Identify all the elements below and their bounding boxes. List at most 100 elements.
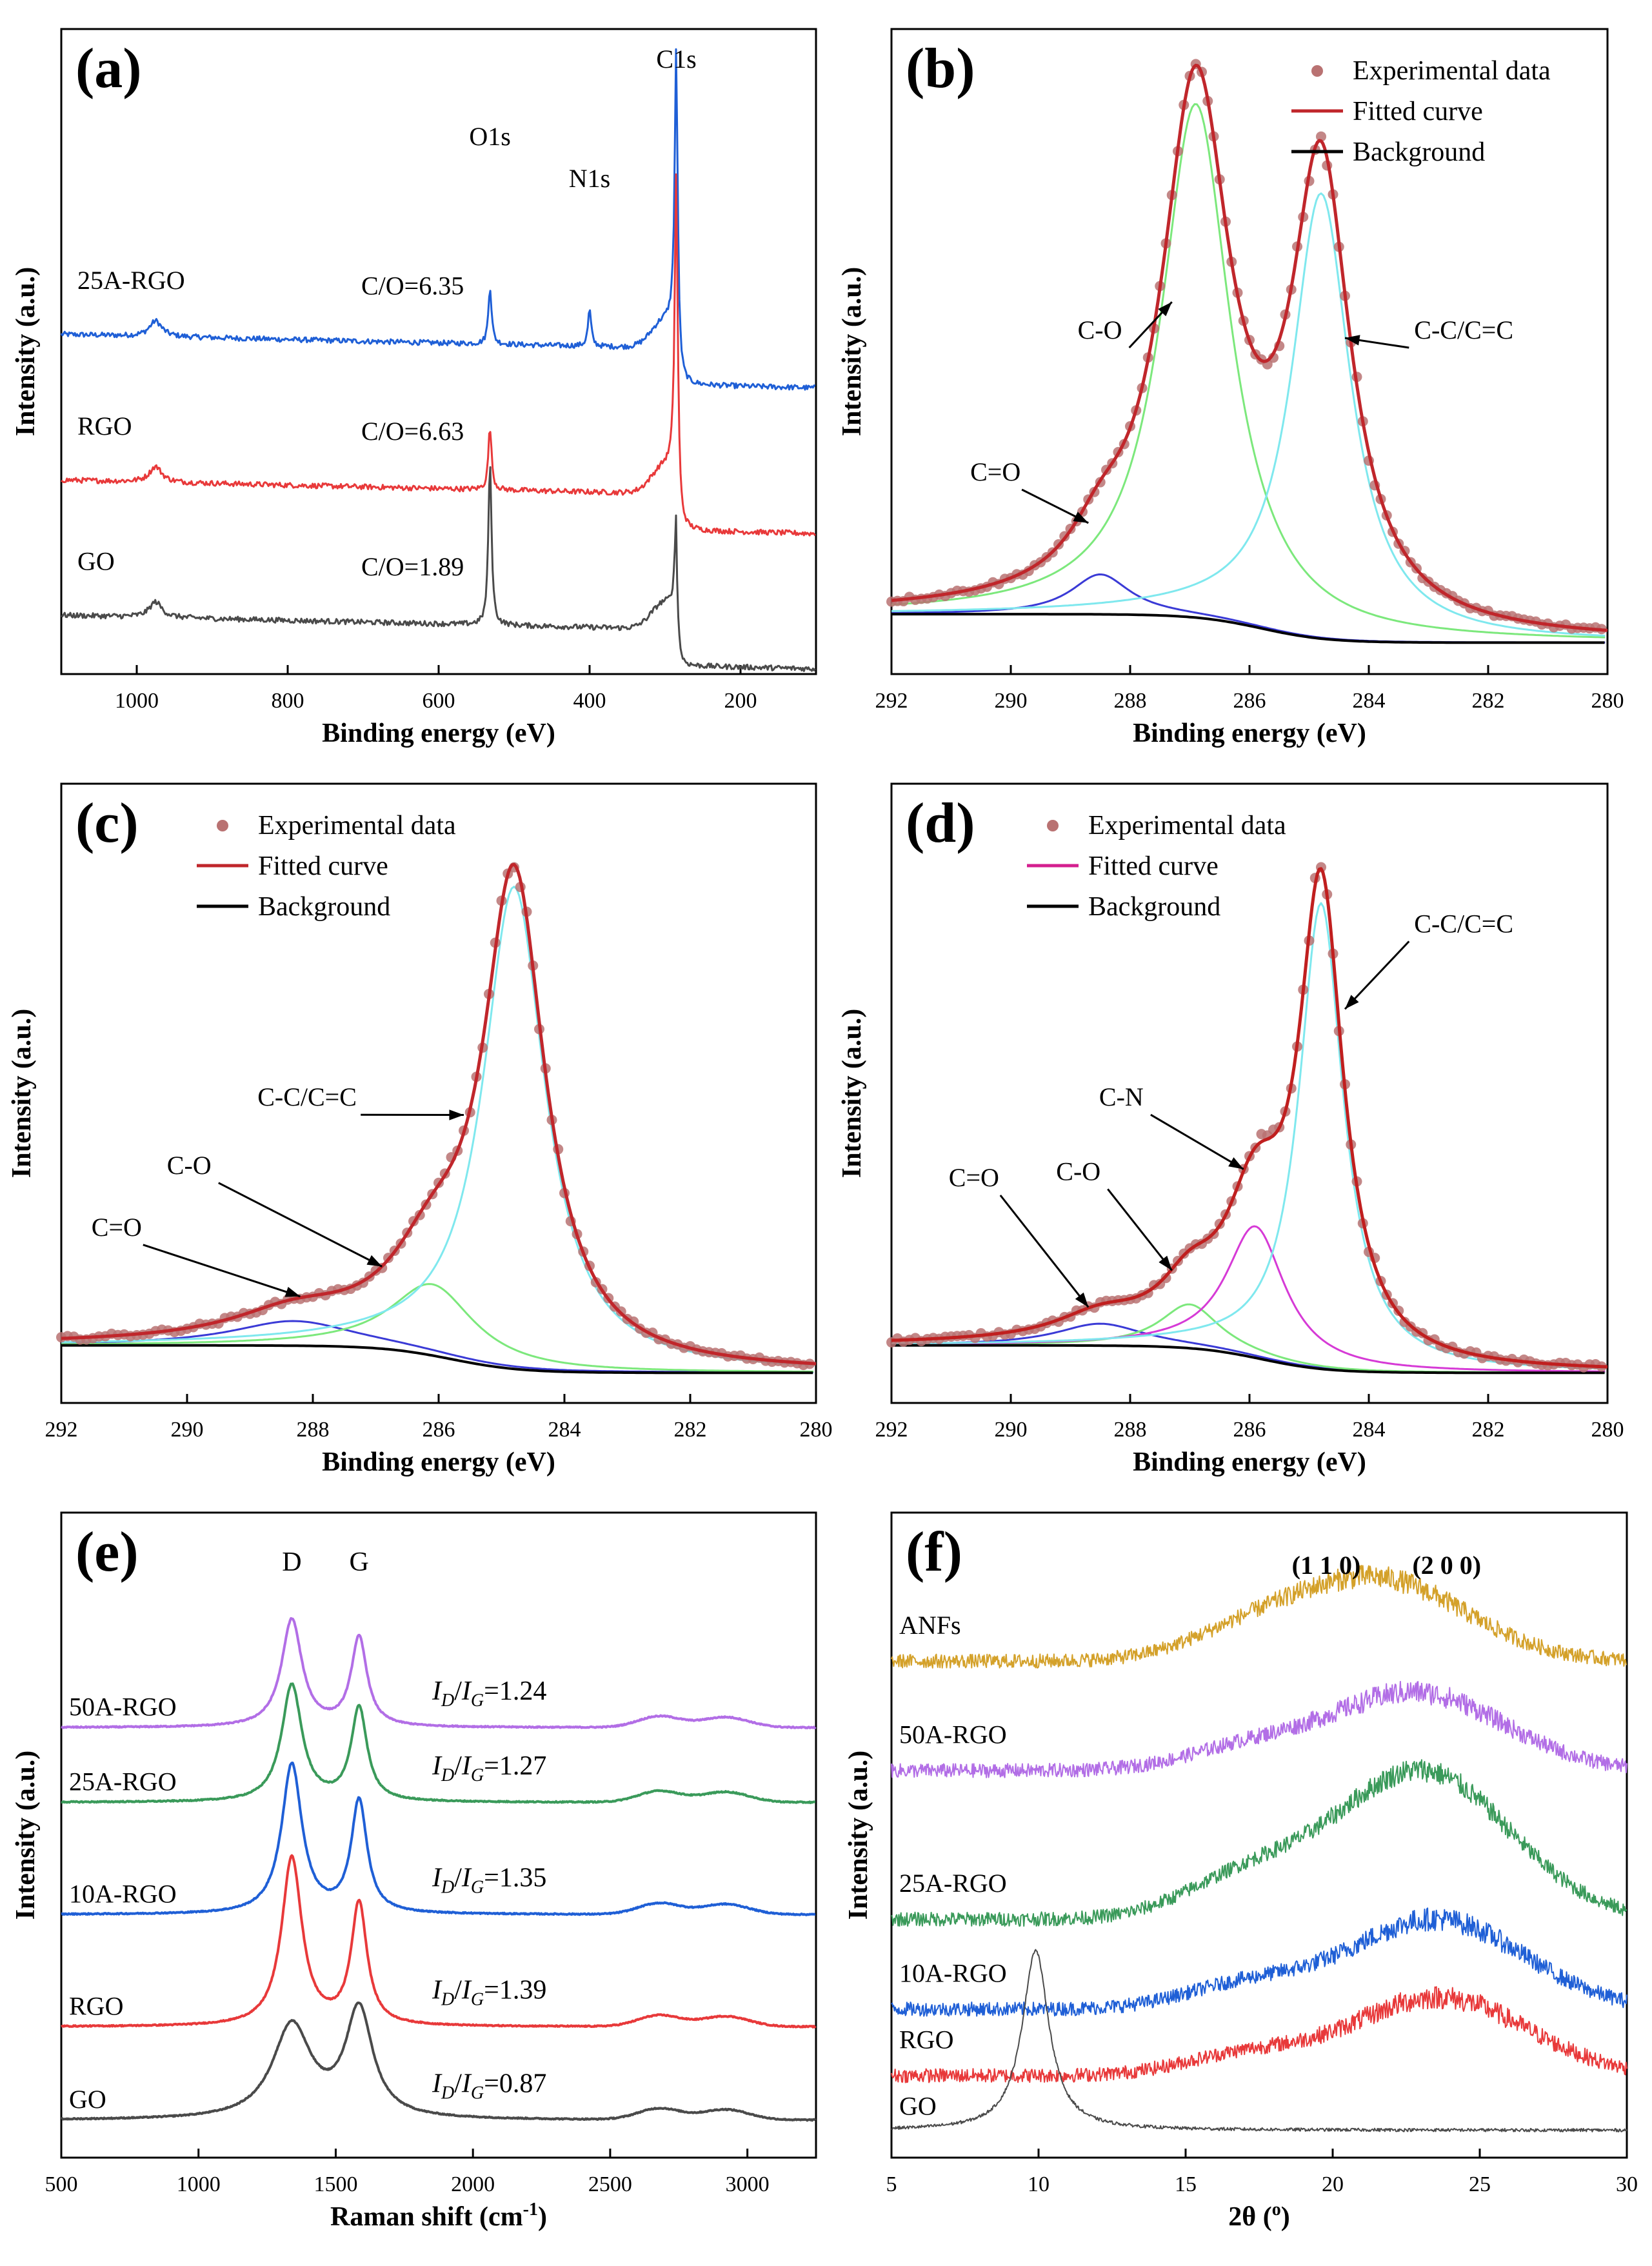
series-label-50A-RGO: 50A-RGO bbox=[899, 1720, 1007, 1749]
component-C-N-d bbox=[891, 1225, 1606, 1373]
x-tick-label-d: 284 bbox=[1353, 1418, 1386, 1442]
background-curve-d bbox=[891, 1344, 1605, 1375]
plot-frame-c bbox=[60, 782, 817, 1404]
annotation-C-O-c: C-O bbox=[167, 1151, 212, 1180]
experimental-points-c bbox=[56, 862, 815, 1371]
band-label-G: G bbox=[349, 1547, 368, 1577]
series-label-25A-RGO: 25A-RGO bbox=[77, 266, 185, 295]
experimental-points-d bbox=[886, 862, 1607, 1373]
background-curve-b bbox=[891, 613, 1605, 644]
panel-label-b: (b) bbox=[906, 37, 975, 100]
x-tick-label-c: 280 bbox=[800, 1418, 833, 1442]
x-tick-label-a: 800 bbox=[272, 689, 304, 713]
legend-label-b: Background bbox=[1353, 137, 1485, 167]
peak-label-N1s: N1s bbox=[569, 164, 610, 193]
plane-label-(1 1 0): (1 1 0) bbox=[1292, 1551, 1361, 1580]
legend-label-d: Experimental data bbox=[1088, 811, 1286, 840]
plane-label-(2 0 0): (2 0 0) bbox=[1412, 1551, 1481, 1580]
annotation-arrow-c bbox=[143, 1244, 301, 1298]
annotation-arrowhead-c bbox=[284, 1287, 301, 1297]
x-axis-label-c: Binding energy (eV) bbox=[322, 1447, 555, 1477]
legend-marker-points bbox=[1311, 65, 1323, 77]
x-axis-label-e: Raman shift (cm-1) bbox=[330, 2200, 547, 2232]
panel-label-d: (d) bbox=[906, 792, 975, 855]
x-tick-label-c: 290 bbox=[171, 1418, 204, 1442]
series-label-50A-RGO: 50A-RGO bbox=[69, 1692, 177, 1721]
x-tick-label-b: 282 bbox=[1472, 689, 1505, 713]
x-tick-label-d: 280 bbox=[1591, 1418, 1624, 1442]
panel-label-c: (c) bbox=[75, 792, 139, 855]
x-tick-label-b: 290 bbox=[995, 689, 1028, 713]
band-label-D: D bbox=[282, 1547, 301, 1577]
legend-label-c: Fitted curve bbox=[258, 851, 388, 881]
y-axis-label-e: Intensity (a.u.) bbox=[11, 1751, 41, 1920]
x-tick-label-f: 10 bbox=[1028, 2172, 1050, 2196]
series-line-ANFs bbox=[891, 1565, 1627, 1669]
series-label-GO: GO bbox=[69, 2085, 106, 2114]
annotation-arrow-d bbox=[1150, 1113, 1244, 1170]
x-tick-label-b: 288 bbox=[1114, 689, 1147, 713]
x-axis-label-b: Binding energy (eV) bbox=[1133, 719, 1366, 748]
ratio-label-RGO: C/O=6.63 bbox=[361, 417, 464, 446]
annotation-arrowhead-c bbox=[366, 1255, 383, 1267]
series-line-10A-RGO bbox=[891, 1907, 1627, 2017]
x-tick-label-c: 284 bbox=[548, 1418, 581, 1442]
series-line-50A-RGO bbox=[61, 1617, 817, 1729]
legend-label-d: Background bbox=[1088, 892, 1220, 922]
x-tick-label-f: 30 bbox=[1616, 2172, 1638, 2196]
annotation-C-N-d: C-N bbox=[1099, 1082, 1144, 1111]
series-label-GO: GO bbox=[899, 2091, 937, 2120]
series-line-RGO bbox=[61, 1854, 817, 2029]
y-axis-label-a: Intensity (a.u.) bbox=[11, 267, 41, 437]
series-line-GO bbox=[60, 2002, 817, 2122]
plot-frame-b bbox=[890, 28, 1609, 675]
panel-label-f: (f) bbox=[906, 1521, 962, 1584]
series-line-GO bbox=[61, 466, 817, 672]
annotation-C-C/C=C-b: C-C/C=C bbox=[1414, 315, 1513, 344]
series-label-GO: GO bbox=[77, 547, 115, 576]
annotation-C-O-d: C-O bbox=[1056, 1157, 1100, 1186]
series-line-25A-RGO bbox=[61, 1682, 816, 1804]
x-tick-label-f: 15 bbox=[1175, 2172, 1197, 2196]
y-axis-label-c: Intensity (a.u.) bbox=[7, 1009, 37, 1178]
annotation-arrowhead-b bbox=[1073, 512, 1089, 523]
y-axis-label-b: Intensity (a.u.) bbox=[837, 267, 867, 437]
annotation-C-C/C=C-c: C-C/C=C bbox=[257, 1082, 357, 1111]
series-label-10A-RGO: 10A-RGO bbox=[69, 1879, 177, 1908]
plot-frame-d bbox=[890, 782, 1609, 1404]
panel-label-e: (e) bbox=[75, 1521, 139, 1584]
x-axis-label-a: Binding energy (eV) bbox=[322, 719, 555, 748]
x-tick-label-e: 500 bbox=[45, 2172, 78, 2196]
x-tick-label-a: 400 bbox=[573, 689, 606, 713]
experimental-points-b bbox=[886, 59, 1607, 635]
peak-label-O1s: O1s bbox=[469, 122, 510, 151]
x-axis-label-d: Binding energy (eV) bbox=[1133, 1447, 1366, 1477]
x-tick-label-b: 292 bbox=[875, 689, 908, 713]
annotation-arrowhead-b bbox=[1158, 302, 1172, 317]
x-tick-label-c: 286 bbox=[423, 1418, 455, 1442]
annotation-C=O-d: C=O bbox=[949, 1163, 999, 1192]
background-curve-c bbox=[61, 1344, 813, 1375]
series-line-25A-RGO bbox=[891, 1759, 1627, 1927]
annotation-arrowhead-d bbox=[1159, 1255, 1172, 1271]
legend-label-c: Background bbox=[258, 892, 390, 922]
x-tick-label-c: 288 bbox=[297, 1418, 330, 1442]
legend-label-c: Experimental data bbox=[258, 811, 456, 840]
plot-frame-e bbox=[60, 1511, 817, 2159]
component-C-C/C=C-b bbox=[891, 192, 1606, 637]
series-label-10A-RGO: 10A-RGO bbox=[899, 1958, 1007, 1987]
series-line-10A-RGO bbox=[61, 1762, 816, 1916]
y-axis-label-f: Intensity (a.u.) bbox=[844, 1751, 873, 1920]
series-label-RGO: RGO bbox=[899, 2025, 953, 2054]
component-C-O-b bbox=[891, 103, 1606, 639]
id-ig-ratio-GO: ID/IG=0.87 bbox=[432, 2069, 546, 2103]
x-tick-label-e: 1500 bbox=[313, 2172, 357, 2196]
x-tick-label-b: 286 bbox=[1233, 689, 1266, 713]
fitted-curve-d bbox=[891, 867, 1608, 1369]
x-tick-label-b: 284 bbox=[1353, 689, 1386, 713]
x-axis-label-f: 2θ (o) bbox=[1228, 2200, 1289, 2232]
id-ig-ratio-25A-RGO: ID/IG=1.27 bbox=[432, 1751, 546, 1785]
annotation-C-C/C=C-d: C-C/C=C bbox=[1414, 909, 1513, 938]
series-line-25A-RGO bbox=[60, 48, 816, 391]
